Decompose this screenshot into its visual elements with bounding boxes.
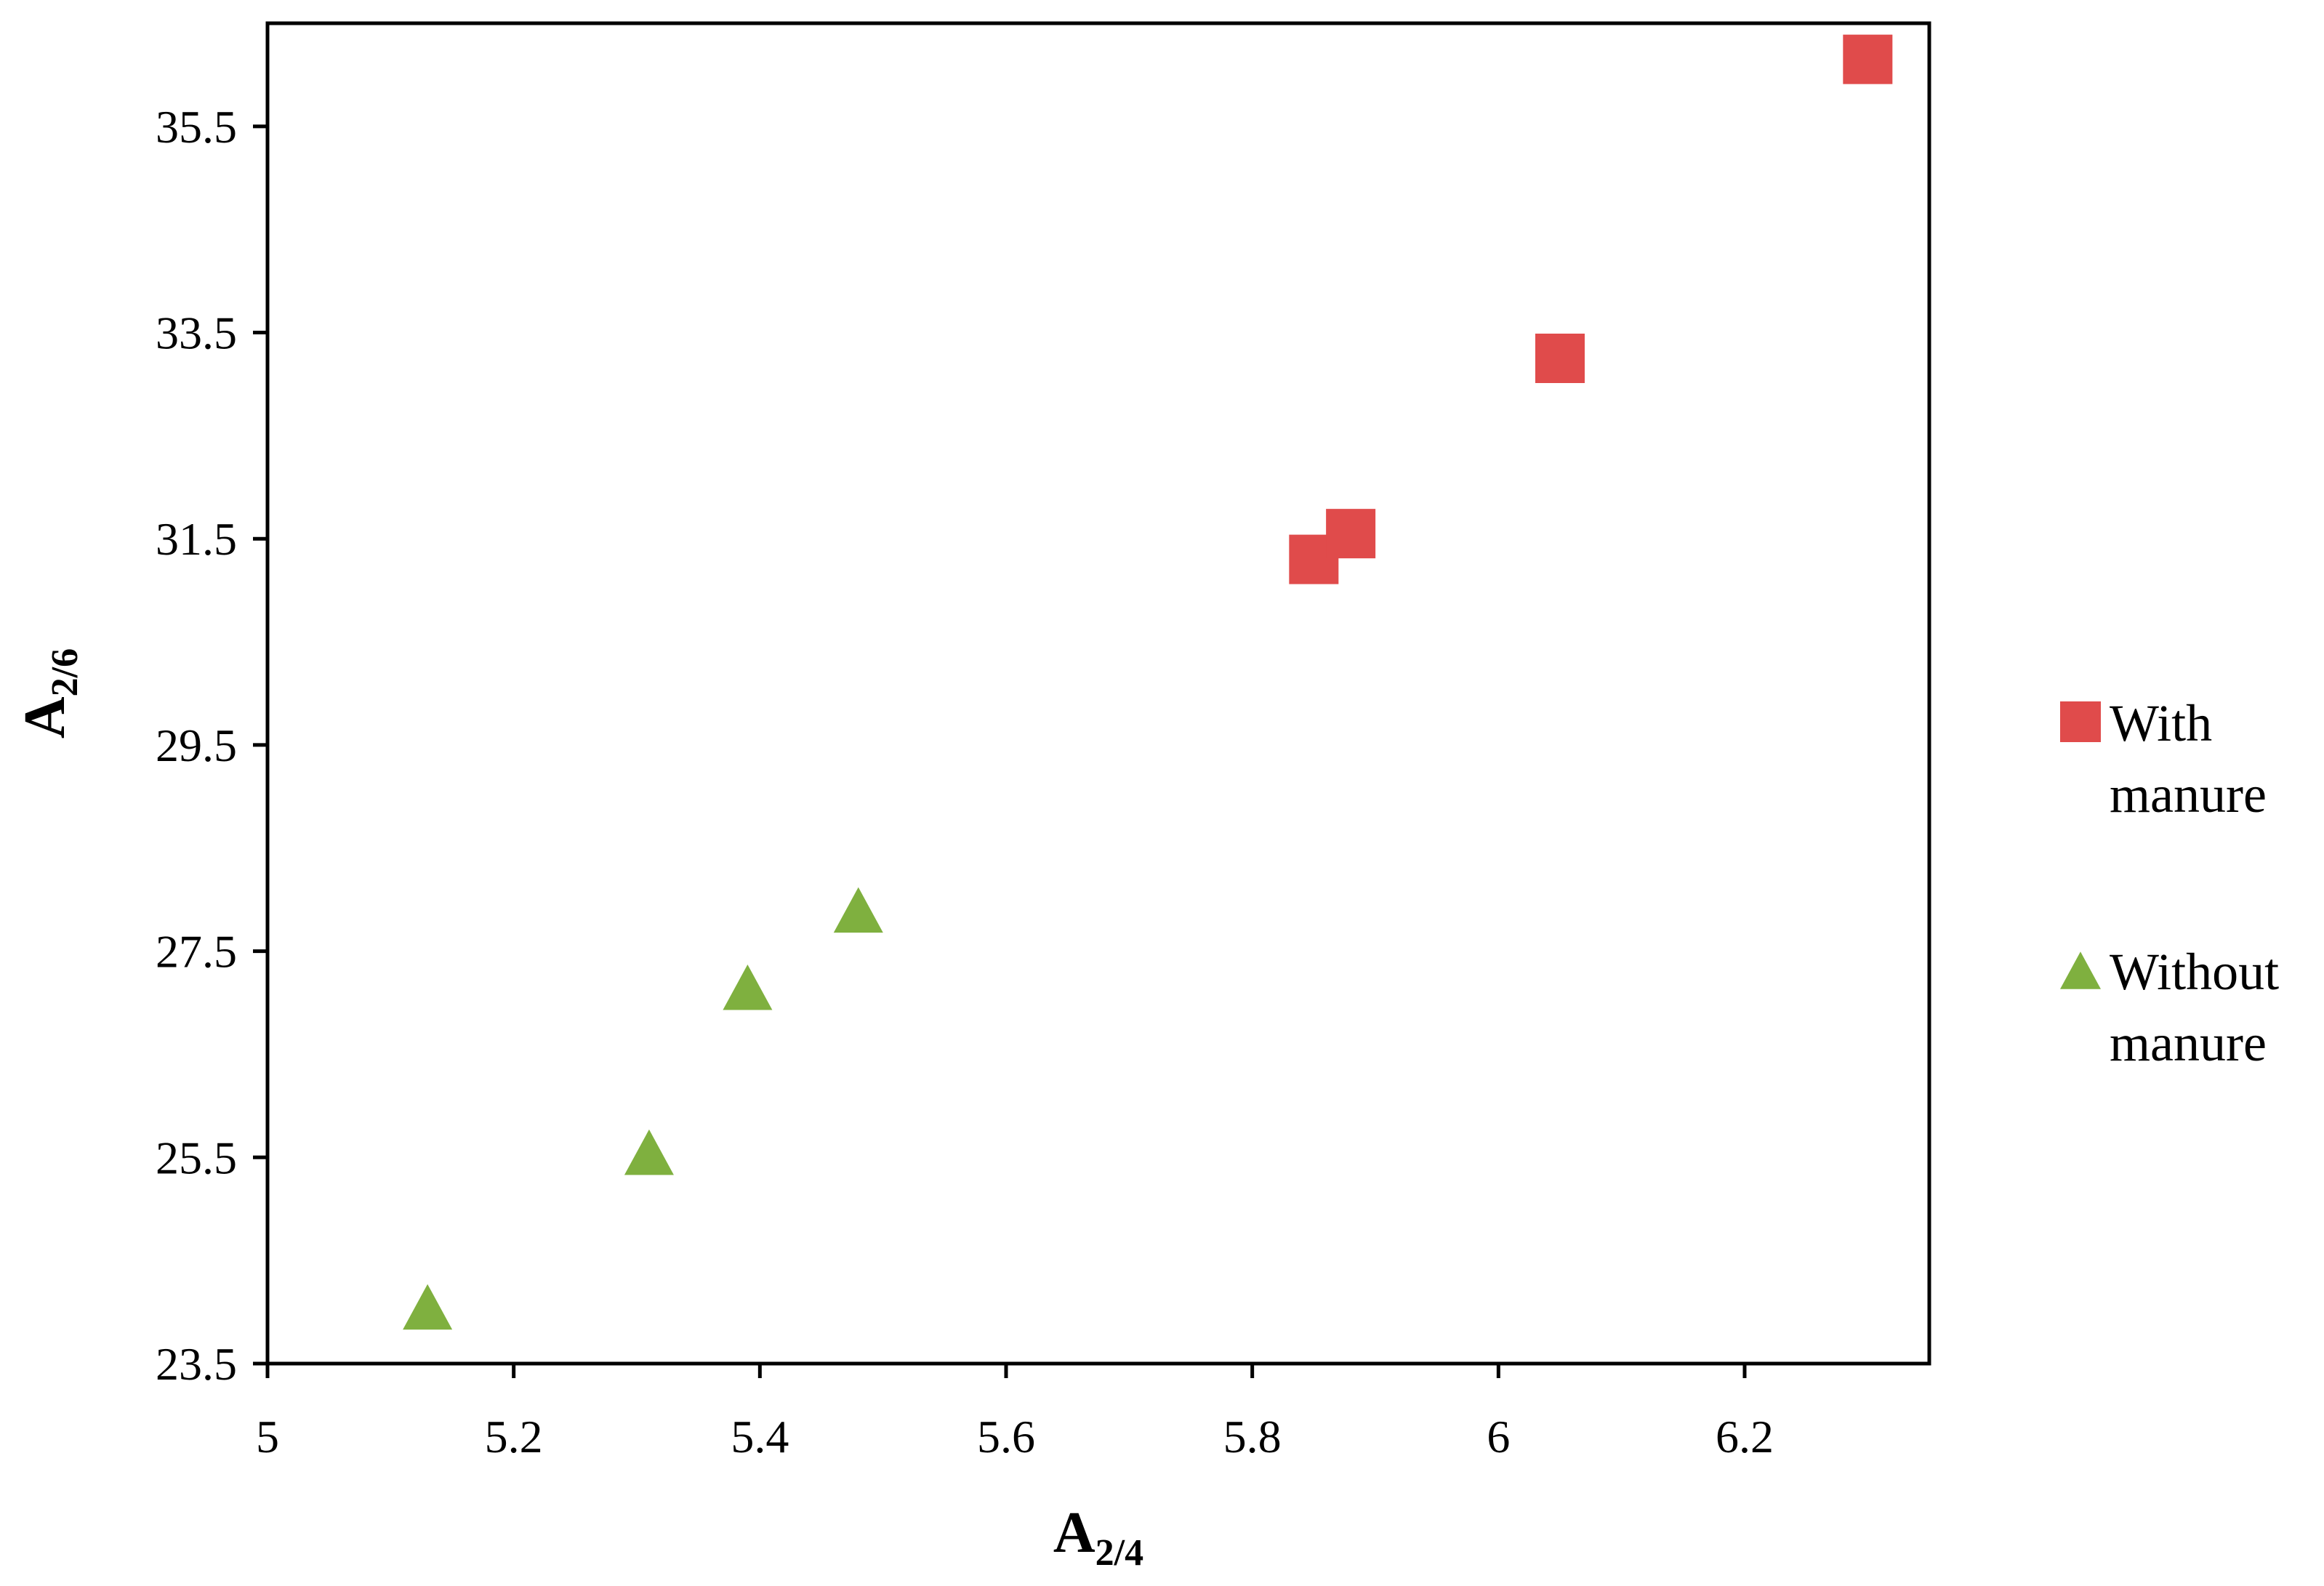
square-marker bbox=[1843, 34, 1893, 84]
x-tick-label: 5.8 bbox=[1223, 1411, 1282, 1462]
y-tick-label: 31.5 bbox=[156, 513, 237, 565]
legend-item: With manure bbox=[2060, 694, 2267, 824]
legend-item: Without manure bbox=[2060, 943, 2279, 1072]
y-tick-label: 27.5 bbox=[156, 926, 237, 978]
x-axis-title: A2/4 bbox=[1053, 1501, 1143, 1574]
legend-label: Without bbox=[2110, 943, 2279, 1001]
data-points bbox=[403, 34, 1893, 1330]
legend: With manure Without manure bbox=[2060, 694, 2279, 1072]
square-marker bbox=[1535, 334, 1585, 383]
y-tick-label: 23.5 bbox=[156, 1338, 237, 1390]
legend-label: manure bbox=[2110, 765, 2267, 824]
x-axis-ticks: 5 5.2 5.4 5.6 5.8 6 6.2 bbox=[256, 1364, 1774, 1462]
y-axis-title: A2/6 bbox=[13, 648, 86, 738]
legend-label: manure bbox=[2110, 1014, 2267, 1072]
x-tick-label: 5.6 bbox=[977, 1411, 1035, 1462]
x-tick-label: 5.4 bbox=[731, 1411, 789, 1462]
x-tick-label: 5 bbox=[256, 1411, 279, 1462]
square-marker bbox=[1326, 509, 1376, 559]
legend-swatch bbox=[2060, 701, 2101, 742]
x-tick-label: 6.2 bbox=[1716, 1411, 1774, 1462]
triangle-marker bbox=[723, 964, 773, 1010]
legend-label: With bbox=[2110, 694, 2212, 752]
triangle-marker bbox=[403, 1284, 453, 1330]
x-tick-label: 6 bbox=[1487, 1411, 1510, 1462]
legend-swatch bbox=[2060, 951, 2101, 989]
x-tick-label: 5.2 bbox=[485, 1411, 543, 1462]
y-tick-label: 33.5 bbox=[156, 307, 237, 359]
triangle-marker bbox=[833, 887, 883, 933]
y-tick-label: 35.5 bbox=[156, 101, 237, 153]
triangle-marker bbox=[624, 1129, 674, 1175]
y-tick-label: 29.5 bbox=[156, 720, 237, 771]
y-tick-label: 25.5 bbox=[156, 1132, 237, 1183]
y-axis-ticks: 23.5 25.5 27.5 29.5 31.5 33.5 35.5 bbox=[156, 101, 268, 1390]
plot-frame bbox=[265, 21, 1931, 1366]
